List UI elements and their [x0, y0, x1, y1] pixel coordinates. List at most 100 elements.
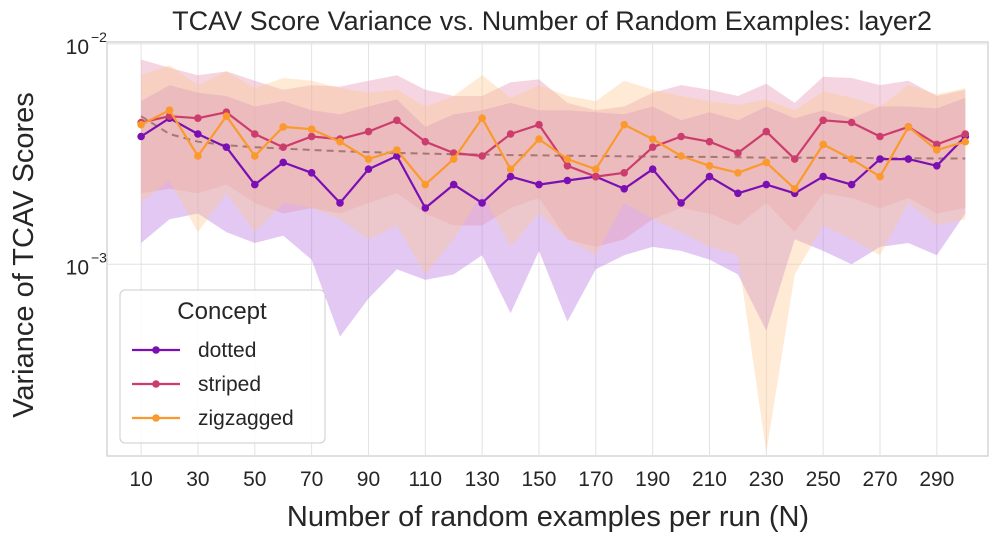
- data-point-zigzagged: [137, 120, 145, 129]
- data-point-zigzagged: [933, 146, 941, 154]
- data-point-dotted: [251, 180, 259, 189]
- data-point-zigzagged: [535, 135, 543, 143]
- data-point-zigzagged: [563, 155, 572, 163]
- data-point-striped: [734, 149, 742, 157]
- y-tick-base: 10: [66, 256, 89, 279]
- data-point-dotted: [620, 185, 628, 193]
- data-point-dotted: [677, 199, 685, 207]
- data-point-dotted: [762, 180, 771, 189]
- data-point-striped: [705, 137, 714, 146]
- data-point-dotted: [819, 172, 827, 181]
- data-point-striped: [620, 169, 628, 177]
- data-point-zigzagged: [222, 112, 231, 120]
- data-point-striped: [677, 132, 685, 141]
- data-point-zigzagged: [393, 146, 401, 154]
- y-tick-exponent: −2: [91, 29, 107, 45]
- x-tick-label: 250: [806, 468, 841, 491]
- band-striped: [141, 59, 966, 247]
- data-point-dotted: [705, 172, 714, 181]
- x-tick-label: 130: [465, 468, 500, 491]
- data-point-striped: [563, 162, 572, 170]
- x-tick-label: 290: [919, 468, 954, 491]
- series-line-dotted: [140, 117, 967, 210]
- data-point-striped: [307, 132, 316, 141]
- series-line-zigzagged: [140, 109, 966, 190]
- band-dotted: [141, 85, 966, 337]
- data-point-striped: [393, 116, 401, 125]
- data-point-dotted: [421, 204, 430, 212]
- data-point-striped: [364, 127, 373, 136]
- chart-title: TCAV Score Variance vs. Number of Random…: [172, 6, 932, 36]
- data-point-dotted: [307, 169, 316, 177]
- legend-marker-striped: [152, 380, 160, 388]
- band-zigzagged: [141, 65, 966, 453]
- data-point-dotted: [449, 180, 458, 189]
- data-point-zigzagged: [251, 152, 259, 160]
- data-point-zigzagged: [819, 140, 827, 149]
- y-tick-label: 10: [66, 36, 89, 59]
- data-point-zigzagged: [165, 106, 174, 114]
- data-point-zigzagged: [194, 152, 202, 160]
- x-tick-label: 10: [129, 468, 152, 491]
- data-point-zigzagged: [961, 137, 970, 146]
- legend: Concept dotted striped zigzagged: [119, 289, 326, 444]
- data-point-dotted: [478, 199, 486, 207]
- data-point-zigzagged: [364, 155, 373, 163]
- y-tick-labels: 10−210−3: [66, 29, 108, 279]
- data-point-striped: [933, 140, 941, 149]
- data-point-dotted: [222, 143, 231, 151]
- series-lines: [137, 106, 970, 212]
- x-tick-label: 270: [862, 468, 897, 491]
- legend-label-dotted: dotted: [198, 339, 256, 362]
- data-point-dotted: [734, 189, 742, 198]
- data-point-dotted: [393, 152, 401, 160]
- data-point-striped: [535, 120, 543, 129]
- data-point-dotted: [364, 165, 373, 173]
- data-point-striped: [790, 155, 799, 163]
- x-tick-label: 210: [692, 468, 727, 491]
- data-point-dotted: [933, 162, 941, 170]
- data-point-zigzagged: [506, 165, 515, 173]
- x-tick-label: 50: [243, 468, 266, 491]
- data-point-dotted: [194, 130, 202, 138]
- data-point-dotted: [648, 165, 657, 173]
- x-tick-label: 90: [357, 468, 380, 491]
- data-point-zigzagged: [592, 165, 600, 173]
- y-tick-base: 10: [66, 36, 89, 59]
- data-point-zigzagged: [279, 123, 288, 131]
- data-point-striped: [421, 137, 430, 146]
- data-point-zigzagged: [734, 169, 742, 177]
- data-point-dotted: [336, 199, 344, 207]
- data-point-dotted: [904, 155, 913, 163]
- data-point-zigzagged: [677, 152, 685, 160]
- x-tick-label: 110: [409, 468, 442, 491]
- data-point-zigzagged: [421, 180, 430, 189]
- x-tick-label: 170: [578, 468, 613, 491]
- data-point-striped: [478, 152, 486, 160]
- data-point-striped: [592, 172, 600, 181]
- legend-marker-dotted: [152, 346, 160, 354]
- data-point-zigzagged: [762, 158, 771, 167]
- data-point-striped: [279, 143, 288, 151]
- legend-title: Concept: [177, 298, 267, 325]
- data-point-striped: [194, 114, 202, 122]
- x-tick-label: 70: [300, 468, 323, 491]
- y-tick-exponent: −3: [91, 249, 107, 265]
- data-point-zigzagged: [876, 172, 884, 181]
- legend-label-striped: striped: [198, 373, 261, 396]
- x-tick-label: 30: [186, 468, 209, 491]
- data-point-zigzagged: [705, 162, 714, 170]
- data-point-zigzagged: [847, 155, 856, 163]
- data-point-striped: [762, 127, 771, 136]
- data-point-dotted: [876, 155, 884, 163]
- data-point-dotted: [563, 176, 572, 185]
- data-point-zigzagged: [478, 114, 486, 122]
- x-tick-label: 150: [521, 468, 556, 491]
- data-point-dotted: [535, 180, 543, 189]
- data-point-striped: [961, 130, 970, 138]
- confidence-bands: [141, 59, 966, 453]
- data-point-striped: [506, 130, 515, 138]
- data-point-zigzagged: [307, 125, 316, 133]
- data-point-zigzagged: [336, 137, 344, 146]
